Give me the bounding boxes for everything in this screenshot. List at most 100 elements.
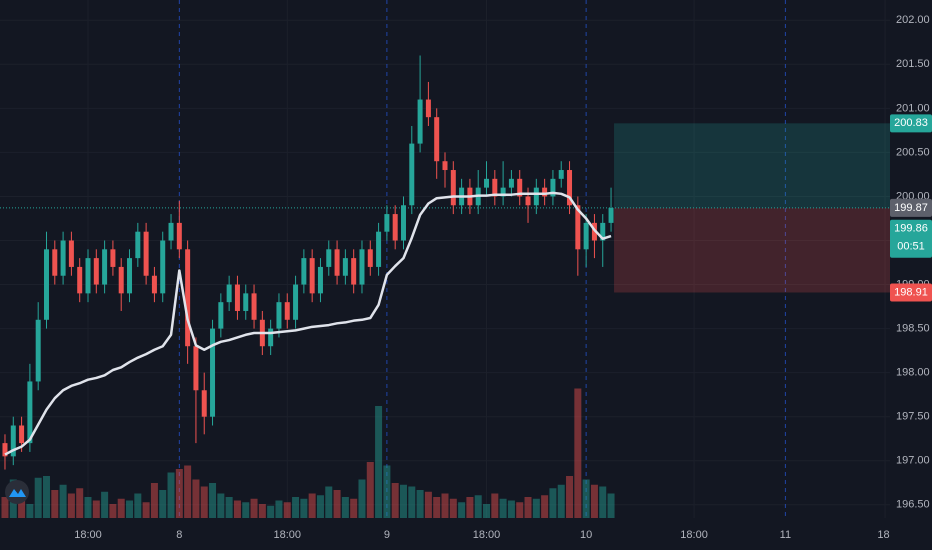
y-tick-label: 202.00 — [896, 14, 930, 26]
volume-bar — [109, 504, 117, 518]
volume-bar — [18, 491, 26, 518]
volume-bar — [200, 486, 208, 518]
volume-bar — [516, 502, 524, 518]
candle-body — [52, 249, 58, 276]
candle-body — [508, 178, 514, 188]
volume-bar — [267, 505, 275, 518]
y-tick-label: 201.00 — [896, 102, 930, 114]
candle-body — [434, 117, 440, 162]
candle-body — [567, 170, 573, 206]
candle-body — [575, 205, 581, 250]
volume-bar — [150, 483, 158, 518]
volume-bar — [366, 462, 374, 518]
candle-body — [168, 222, 174, 241]
x-tick-label: 18:00 — [473, 529, 501, 541]
moving-average — [4, 191, 612, 456]
x-tick-label: 18: — [877, 529, 892, 541]
volume-bar — [399, 484, 407, 518]
volume-bar — [175, 469, 183, 518]
y-tick-label: 196.50 — [896, 499, 930, 511]
volume-bar — [250, 498, 258, 518]
volume-bar — [391, 483, 399, 518]
price-badge — [890, 114, 932, 133]
volume-bar — [126, 500, 134, 518]
candle-body — [409, 143, 415, 206]
logo — [5, 480, 29, 504]
candle-body — [392, 214, 398, 241]
volume-bar — [117, 498, 125, 518]
candle-body — [160, 240, 166, 294]
candle-body — [359, 249, 365, 285]
volume-bar — [275, 500, 283, 518]
volume-bar — [433, 497, 441, 518]
volume-bar — [292, 497, 300, 518]
candle-body — [425, 99, 431, 118]
volume-bar — [557, 484, 565, 518]
candle-body — [19, 425, 25, 444]
candle-body — [143, 231, 149, 276]
candle-body — [376, 231, 382, 267]
x-tick-label: 8 — [176, 529, 182, 541]
volume-bar — [1, 497, 9, 518]
y-tick-label: 200.50 — [896, 146, 930, 158]
volume-bar — [383, 465, 391, 518]
volume-bar — [358, 479, 366, 518]
volume-bar — [34, 477, 42, 518]
volume-bar — [225, 497, 233, 518]
x-tick-label: 18:00 — [74, 529, 102, 541]
y-tick-label: 197.50 — [896, 411, 930, 423]
candle-body — [334, 249, 340, 276]
volume-bar — [67, 493, 75, 518]
candle-body — [93, 258, 99, 285]
candle-body — [118, 266, 124, 294]
candle-body — [85, 258, 91, 294]
volume-bar — [316, 495, 324, 518]
y-tick-label: 201.50 — [896, 58, 930, 70]
logo-mark — [9, 489, 26, 497]
x-axis: 18:00 8 18:00 9 18:00 10 18:00 11 18: — [74, 529, 892, 541]
volume-bar — [142, 502, 150, 518]
price-badge-label: 198.91 — [894, 286, 928, 298]
candle-body — [276, 302, 282, 329]
candle-body — [542, 187, 548, 197]
candle-body — [193, 346, 199, 391]
candle-body — [226, 284, 232, 303]
candle-body — [201, 390, 207, 417]
price-badge-label: 199.87 — [894, 202, 928, 214]
volume-bar — [242, 502, 250, 518]
candle-body — [135, 231, 141, 259]
volume-bar — [184, 465, 192, 518]
volume-bar — [258, 504, 266, 518]
candle-body — [284, 302, 290, 320]
candle-body — [342, 258, 348, 276]
candle-body — [127, 258, 133, 294]
candle-body — [442, 161, 448, 171]
volume-bar — [424, 491, 432, 518]
candle-body — [309, 258, 315, 294]
candle-body — [583, 222, 589, 250]
volume-bar — [507, 500, 515, 518]
price-badge — [890, 219, 932, 258]
candle-body — [151, 275, 157, 294]
candle-body — [102, 249, 108, 285]
candle-body — [243, 293, 249, 311]
volume-bar — [283, 502, 291, 518]
volume-bar — [167, 472, 175, 518]
candle-body — [68, 240, 74, 267]
volume-bar — [84, 497, 92, 518]
x-tick-label: 18:00 — [273, 529, 301, 541]
volume-bar — [341, 497, 349, 518]
x-tick-label: 11 — [780, 529, 791, 541]
volume-bar — [217, 493, 225, 518]
candle-body — [301, 258, 307, 285]
price-badge — [890, 283, 932, 302]
plot-area — [0, 0, 890, 518]
candle-body — [533, 187, 539, 206]
volume-bar — [92, 500, 100, 518]
volume-bar — [51, 490, 59, 518]
candle-body — [35, 319, 41, 382]
volume-bar — [590, 484, 598, 518]
volume-bar — [574, 388, 582, 518]
candle-body — [2, 443, 8, 457]
candle-body — [367, 249, 373, 267]
